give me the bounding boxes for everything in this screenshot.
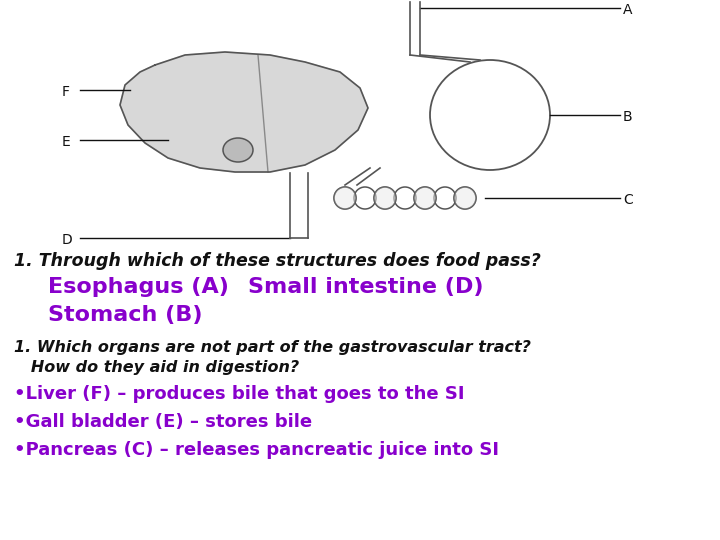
Text: A: A [623, 3, 632, 17]
Polygon shape [120, 52, 368, 172]
Text: •Pancreas (C) – releases pancreatic juice into SI: •Pancreas (C) – releases pancreatic juic… [14, 441, 499, 459]
Text: D: D [62, 233, 73, 247]
Text: Esophagus (A): Esophagus (A) [48, 277, 229, 297]
Circle shape [334, 187, 356, 209]
Text: E: E [62, 135, 71, 149]
Text: Stomach (B): Stomach (B) [48, 305, 202, 325]
Text: B: B [623, 110, 633, 124]
Text: •Gall bladder (E) – stores bile: •Gall bladder (E) – stores bile [14, 413, 312, 431]
Text: How do they aid in digestion?: How do they aid in digestion? [14, 360, 299, 375]
Circle shape [414, 187, 436, 209]
Text: •Liver (F) – produces bile that goes to the SI: •Liver (F) – produces bile that goes to … [14, 385, 464, 403]
Circle shape [454, 187, 476, 209]
Text: Small intestine (D): Small intestine (D) [248, 277, 484, 297]
Circle shape [374, 187, 396, 209]
Text: 1. Which organs are not part of the gastrovascular tract?: 1. Which organs are not part of the gast… [14, 340, 531, 355]
Text: 1. Through which of these structures does food pass?: 1. Through which of these structures doe… [14, 252, 541, 270]
Text: C: C [623, 193, 633, 207]
Ellipse shape [223, 138, 253, 162]
Text: F: F [62, 85, 70, 99]
